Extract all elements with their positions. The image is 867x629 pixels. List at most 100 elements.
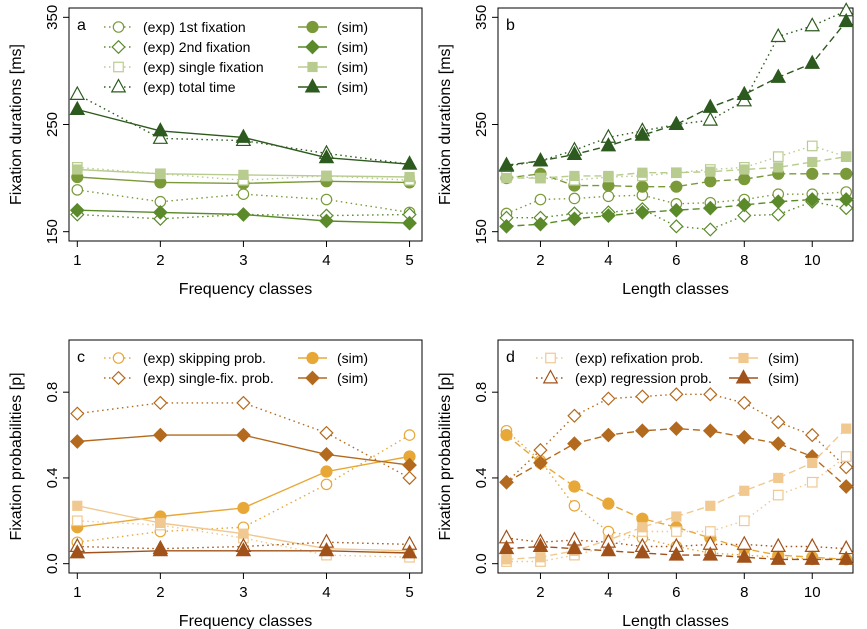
data-point: [841, 423, 852, 434]
series-square-sim: [501, 151, 852, 184]
data-point: [69, 100, 86, 115]
data-point: [841, 151, 852, 162]
data-point: [533, 216, 548, 232]
data-point: [602, 497, 615, 510]
plot-frame: [68, 339, 423, 574]
data-point: [155, 168, 166, 179]
data-point: [152, 122, 169, 137]
data-point: [499, 474, 514, 490]
series-triangle-sim: [498, 537, 854, 565]
data-point: [669, 421, 684, 436]
x-axis-label: Frequency classes: [179, 281, 312, 298]
x-tick-label: 3: [239, 584, 247, 601]
data-point: [736, 85, 753, 100]
series-circle-sim: [500, 167, 853, 193]
data-point: [635, 389, 650, 404]
legend-marker: [545, 352, 556, 364]
legend-label: (exp) 2nd fixation: [143, 39, 250, 55]
data-point: [670, 526, 682, 537]
data-point: [839, 200, 854, 216]
y-tick-label: 0.0: [473, 553, 490, 574]
data-point: [153, 205, 168, 220]
data-point: [403, 429, 416, 441]
data-point: [404, 171, 415, 183]
data-point: [237, 501, 250, 515]
data-point: [69, 85, 86, 100]
series-line: [77, 520, 410, 558]
legend-label: (sim): [337, 79, 368, 95]
x-axis-label: Length classes: [622, 613, 729, 629]
data-point: [806, 167, 819, 180]
y-tick-label: 0.8: [473, 382, 490, 403]
data-point: [401, 544, 418, 559]
data-point: [838, 192, 854, 207]
data-point: [402, 470, 417, 486]
data-point: [736, 548, 753, 563]
data-point: [635, 423, 650, 439]
legend-label: (sim): [768, 350, 799, 366]
data-point: [567, 211, 582, 227]
data-point: [770, 436, 786, 451]
data-point: [671, 167, 682, 178]
data-point: [804, 17, 820, 32]
data-point: [319, 425, 334, 441]
legend: (exp) 1st fixation (sim) (exp) 2nd fixatio…: [104, 19, 368, 95]
x-tick-label: 4: [322, 584, 330, 601]
data-point: [637, 167, 648, 178]
data-point: [636, 180, 649, 193]
legend-label: (exp) skipping prob.: [143, 350, 266, 366]
data-point: [500, 428, 513, 442]
data-point: [152, 129, 169, 144]
data-point: [70, 406, 85, 421]
data-point: [702, 111, 719, 126]
legend-label: (sim): [337, 59, 368, 75]
data-point: [804, 192, 820, 207]
data-point: [773, 162, 784, 173]
series-line: [506, 21, 847, 166]
x-tick-label: 5: [405, 584, 413, 601]
y-tick-label: 250: [44, 112, 61, 137]
series-line: [77, 402, 410, 479]
panel-c: 1 2 3 4 5 0.0 0.4 0.8 Frequency classes Fixation …: [8, 339, 423, 629]
data-point: [669, 202, 684, 218]
series-line: [77, 434, 410, 543]
data-point: [320, 193, 333, 206]
legend-label: (exp) regression prob.: [575, 370, 712, 386]
data-point: [703, 387, 718, 402]
data-point: [72, 500, 83, 511]
y-tick-label: 250: [473, 112, 490, 137]
legend-marker: [111, 370, 126, 386]
data-point: [804, 54, 820, 69]
legend: (exp) skipping prob. (sim) (exp) single-fi…: [104, 350, 368, 386]
data-point: [840, 451, 852, 462]
legend-label: (sim): [768, 370, 799, 386]
series-line: [506, 427, 847, 488]
data-point: [737, 208, 752, 223]
data-point: [739, 485, 750, 496]
legend-marker: [735, 369, 752, 384]
data-point: [601, 208, 616, 223]
plot-frame: [497, 339, 854, 574]
y-axis-label: Fixation probabilities [p]: [437, 372, 454, 540]
panel-letter: d: [506, 349, 515, 366]
data-point: [566, 145, 583, 160]
data-point: [237, 188, 250, 200]
series-triangle-exp: [69, 85, 418, 170]
data-point: [806, 476, 818, 488]
series-line: [506, 200, 847, 231]
series-circle-sim: [71, 450, 416, 534]
data-point: [602, 190, 615, 203]
x-tick-label: 2: [156, 252, 164, 269]
data-point: [319, 447, 334, 462]
data-point: [153, 395, 168, 411]
legend-marker: [304, 78, 321, 93]
data-point: [737, 395, 752, 411]
x-tick-label: 2: [536, 252, 544, 269]
data-point: [601, 391, 616, 406]
x-tick-label: 4: [604, 252, 612, 269]
y-tick-label: 350: [473, 5, 490, 30]
data-point: [704, 175, 717, 188]
x-tick-label: 6: [672, 252, 680, 269]
y-axis-label: Fixation durations [ms]: [437, 44, 454, 205]
data-point: [634, 126, 651, 141]
